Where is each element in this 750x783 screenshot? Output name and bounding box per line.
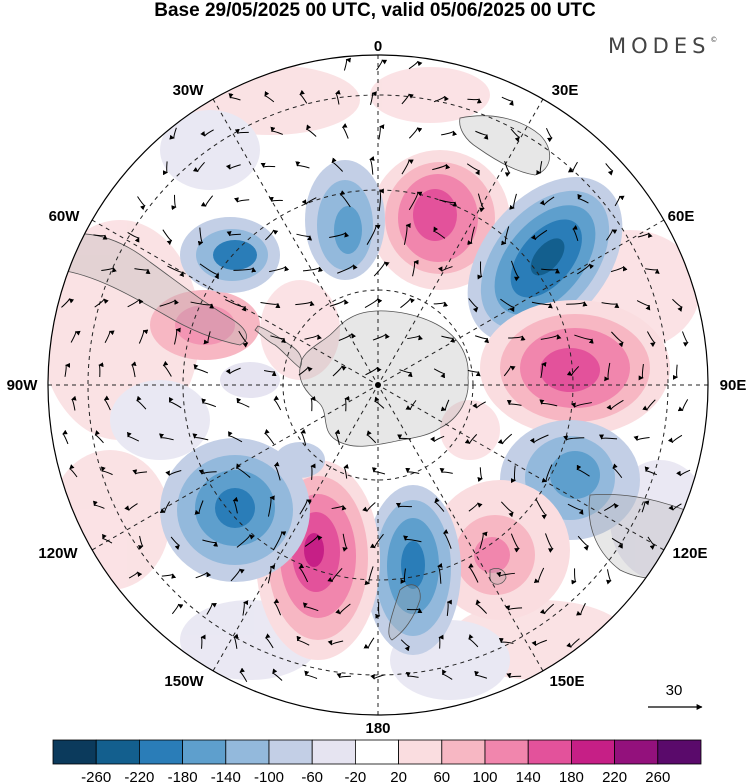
colorbar-tick-label: 60 bbox=[433, 769, 450, 783]
lon-label-30w: 30W bbox=[173, 82, 205, 99]
colorbar-swatch bbox=[355, 740, 398, 764]
colorbar-swatch bbox=[96, 740, 139, 764]
colorbar-tick-label: -60 bbox=[301, 769, 323, 783]
colorbar-swatch bbox=[658, 740, 701, 764]
negative-anomaly-0-30w bbox=[305, 160, 385, 280]
map-disk bbox=[40, 50, 720, 730]
colorbar-swatch bbox=[485, 740, 528, 764]
lon-label-120e: 120E bbox=[672, 545, 707, 562]
lon-label-60e: 60E bbox=[668, 208, 695, 225]
colorbar-tick-label: 220 bbox=[602, 769, 627, 783]
madagascar-landmass bbox=[660, 180, 672, 203]
negative-anomaly-30w-60w bbox=[180, 217, 280, 293]
colorbar-tick-label: -140 bbox=[211, 769, 241, 783]
colorbar-swatch bbox=[226, 740, 269, 764]
lon-label-150e: 150E bbox=[549, 673, 584, 690]
colorbar-tick-label: -180 bbox=[168, 769, 198, 783]
lon-label-90e: 90E bbox=[720, 377, 747, 394]
colorbar-tick-label: -20 bbox=[345, 769, 367, 783]
colorbar-tick-label: -100 bbox=[254, 769, 284, 783]
colorbar-swatch bbox=[442, 740, 485, 764]
colorbar-swatch bbox=[269, 740, 312, 764]
lon-label-90w: 90W bbox=[7, 377, 39, 394]
colorbar-tick-label: 180 bbox=[559, 769, 584, 783]
colorbar-swatch bbox=[399, 740, 442, 764]
reference-vector-label: 30 bbox=[666, 682, 683, 699]
colorbar-tick-label: 260 bbox=[645, 769, 670, 783]
colorbar-swatch bbox=[615, 740, 658, 764]
south-pole-marker bbox=[375, 382, 381, 388]
colorbar-tick-label: 20 bbox=[390, 769, 407, 783]
colorbar-swatch bbox=[139, 740, 182, 764]
lon-label-60w: 60W bbox=[49, 208, 81, 225]
colorbar-swatch bbox=[312, 740, 355, 764]
reference-vector-key: 30 bbox=[648, 682, 702, 707]
colorbar-tick-label: -220 bbox=[124, 769, 154, 783]
colorbar-tick-label: 140 bbox=[516, 769, 541, 783]
lon-label-30e: 30E bbox=[552, 82, 579, 99]
colorbar-swatch bbox=[571, 740, 614, 764]
lon-label-150w: 150W bbox=[164, 673, 204, 690]
positive-anomaly-60e-90e bbox=[480, 300, 670, 436]
lon-label-0: 0 bbox=[374, 38, 382, 55]
colorbar: -260 -220 -180 -140 -100 -60 -20 20 60 100 140 180 2… bbox=[53, 740, 701, 783]
colorbar-swatch bbox=[528, 740, 571, 764]
colorbar-tick-label: -260 bbox=[81, 769, 111, 783]
colorbar-swatch bbox=[183, 740, 226, 764]
tasmania-landmass bbox=[490, 568, 506, 584]
colorbar-tick-label: 100 bbox=[472, 769, 497, 783]
colorbar-swatch bbox=[53, 740, 96, 764]
lon-label-180: 180 bbox=[365, 720, 390, 737]
lon-label-120w: 120W bbox=[38, 545, 78, 562]
